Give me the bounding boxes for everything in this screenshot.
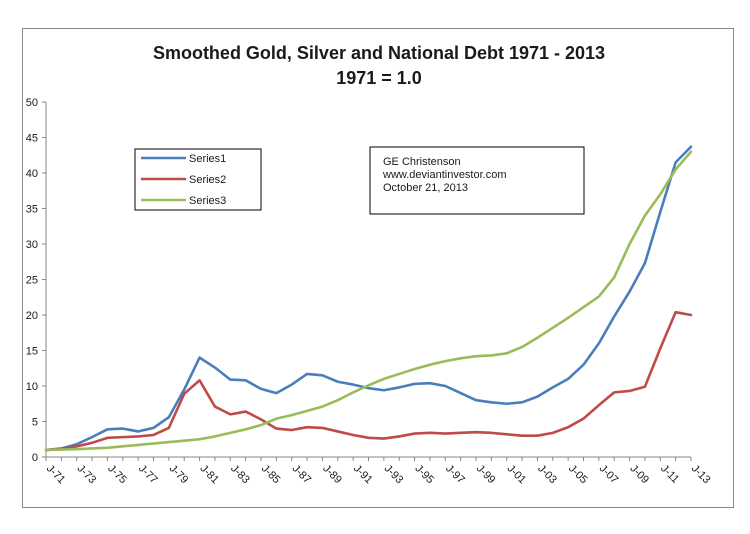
annotation-frame [369,146,585,215]
y-tick-label: 0 [32,452,38,464]
y-tick-label: 50 [26,97,38,109]
legend-label-series1: Series1 [189,153,226,165]
y-tick-label: 35 [26,204,38,216]
chart-subtitle: 1971 = 1.0 [336,68,422,88]
x-tick-label: J-81 [197,463,221,487]
x-tick-label: J-79 [167,463,191,487]
annotation-author: GE Christenson [383,156,461,168]
x-tick-label: J-03 [535,463,559,487]
x-tick-label: J-05 [566,463,590,487]
x-tick-label: J-71 [44,463,68,487]
series-line-series1 [44,145,693,452]
y-tick-label: 20 [26,310,38,322]
x-tick-label: J-01 [505,463,529,487]
legend-label-series3: Series3 [189,195,226,207]
y-tick-label: 40 [26,168,38,180]
legend: Series1 Series2 Series3 [134,148,262,211]
chart-frame: Smoothed Gold, Silver and National Debt … [22,28,734,508]
x-tick-label: J-99 [474,463,498,487]
series-lines [44,145,693,452]
x-tick-label: J-97 [443,463,467,487]
x-tick-label: J-09 [627,463,651,487]
x-tick-label: J-95 [412,463,436,487]
x-tick-label: J-11 [658,463,681,486]
series-line-series2 [44,310,693,452]
x-tick-label: J-73 [75,463,99,487]
x-axis: J-71 J-73 J-75 J-77 J-79 J-81 J-83 J-85 J-87 J-89… [44,456,713,487]
y-tick-label: 25 [26,275,38,287]
chart-title: Smoothed Gold, Silver and National Debt … [153,43,605,63]
y-tick-label: 5 [32,417,38,429]
y-tick-label: 45 [26,133,38,145]
y-tick-label: 10 [26,381,38,393]
chart-svg: Smoothed Gold, Silver and National Debt … [26,43,713,487]
legend-label-series2: Series2 [189,174,226,186]
x-tick-label: J-85 [259,463,283,487]
y-axis: 0 5 10 15 20 25 30 35 40 45 50 [26,97,47,464]
x-tick-label: J-87 [290,463,314,487]
annotation-box: GE Christenson www.deviantinvestor.com O… [369,146,585,215]
x-tick-label: J-75 [105,463,129,487]
x-tick-label: J-91 [351,463,375,487]
x-tick-label: J-07 [597,463,621,487]
y-tick-label: 15 [26,346,38,358]
series-line-series3 [44,150,693,452]
annotation-date: October 21, 2013 [383,182,468,194]
x-tick-label: J-77 [136,463,160,487]
x-tick-label: J-89 [320,463,344,487]
x-tick-label: J-83 [228,463,252,487]
x-tick-label: J-13 [689,463,713,487]
annotation-website: www.deviantinvestor.com [382,169,507,181]
x-tick-label: J-93 [382,463,406,487]
y-tick-label: 30 [26,239,38,251]
